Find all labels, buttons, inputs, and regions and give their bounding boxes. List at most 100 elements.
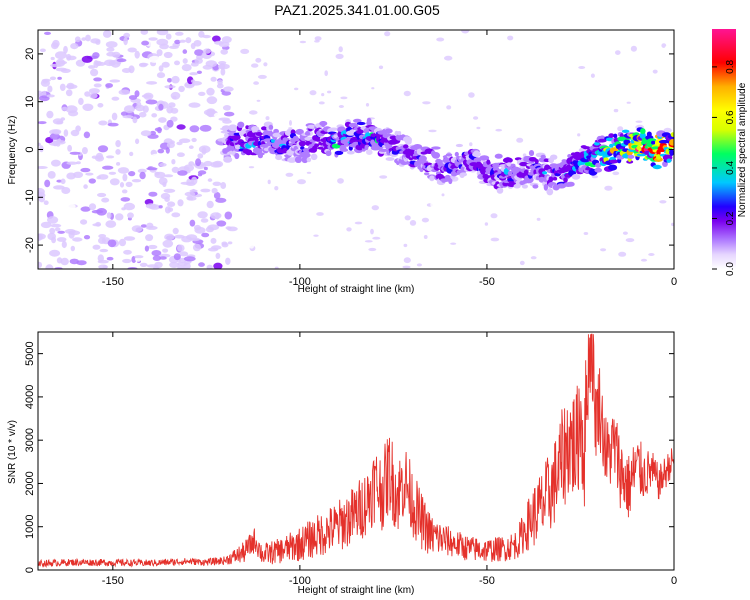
spectrogram-speckle bbox=[212, 181, 222, 186]
spectrogram-speckle bbox=[177, 199, 184, 207]
spectrogram-ridge-blob bbox=[251, 126, 260, 132]
spectrogram-ridge-blob bbox=[234, 152, 240, 160]
spectrogram-ridge-blob bbox=[507, 165, 512, 171]
spectrogram-ridge-blob bbox=[546, 188, 554, 196]
spectrogram-speckle bbox=[207, 224, 220, 231]
spectrogram-ridge-blob bbox=[454, 151, 459, 157]
spectrogram-ridge-blob bbox=[542, 171, 548, 175]
spectrogram-ridge-blob bbox=[431, 146, 441, 150]
spectrogram-speckle bbox=[122, 115, 134, 119]
spectrogram-speckle bbox=[635, 120, 643, 123]
spectrogram-ridge-blob bbox=[366, 117, 372, 125]
snr-y-tick-label: 2000 bbox=[24, 471, 36, 495]
spectrogram-speckle bbox=[76, 161, 81, 165]
spectrogram-speckle bbox=[123, 236, 136, 241]
spectrogram-speckle bbox=[65, 89, 73, 97]
spectrogram-speckle bbox=[93, 83, 102, 88]
spectrogram-speckle bbox=[175, 31, 184, 36]
spectrogram-speckle bbox=[110, 103, 118, 110]
spectrogram-speckle bbox=[222, 105, 232, 111]
spectrogram-speckle bbox=[182, 58, 188, 64]
spectrogram-speckle bbox=[290, 72, 296, 76]
spectrogram-speckle bbox=[89, 92, 98, 99]
spectrogram-speckle bbox=[183, 256, 196, 262]
spectrogram-speckle bbox=[189, 219, 196, 227]
spectrogram-ridge-blob bbox=[496, 187, 504, 194]
spectrogram-speckle bbox=[163, 188, 176, 193]
spectrogram-speckle bbox=[57, 76, 62, 80]
spectrogram-ridge-blob bbox=[414, 160, 424, 166]
snr-x-tick-label: -100 bbox=[289, 575, 311, 587]
spectrogram-speckle bbox=[107, 239, 117, 248]
spectrogram-speckle bbox=[158, 117, 167, 123]
spectrogram-speckle bbox=[98, 234, 107, 239]
spectrogram-speckle bbox=[125, 181, 133, 188]
spectrogram-speckle bbox=[118, 238, 127, 247]
spectrogram-ridge-blob bbox=[506, 162, 512, 167]
spectrogram-speckle bbox=[365, 103, 370, 107]
spectrogram-speckle bbox=[217, 79, 223, 86]
spectrogram-ridge-blob bbox=[543, 183, 549, 191]
spectrogram-ridge-blob bbox=[523, 169, 529, 175]
spectrogram-speckle bbox=[140, 130, 152, 137]
spectrogram-speckle bbox=[55, 51, 67, 60]
spectrogram-speckle bbox=[120, 197, 131, 202]
spectrogram-speckle bbox=[218, 61, 227, 65]
snr-x-tick-label: -50 bbox=[479, 575, 495, 587]
spectrogram-ridge-blob bbox=[257, 153, 263, 159]
spectrogram-speckle bbox=[44, 179, 51, 188]
spectrogram-speckle bbox=[659, 200, 667, 204]
spectrogram-speckle bbox=[43, 200, 49, 205]
spectrogram-speckle bbox=[56, 237, 67, 242]
spectrogram-speckle bbox=[170, 116, 178, 122]
spectrogram-speckle bbox=[165, 33, 172, 40]
spectrogram-ridge-blob bbox=[448, 177, 453, 185]
spectrogram-speckle bbox=[190, 42, 196, 50]
spectrogram-speckle bbox=[404, 215, 411, 221]
spectrogram-speckle bbox=[592, 248, 600, 252]
snr-series-line bbox=[37, 333, 675, 568]
spectrogram-speckle bbox=[197, 211, 208, 219]
spectrogram-speckle bbox=[652, 192, 662, 199]
spectrogram-x-axis-label: Height of straight line (km) bbox=[298, 284, 415, 295]
spectrogram-speckle bbox=[81, 147, 88, 155]
spectrogram-speckle bbox=[178, 85, 185, 93]
spectrogram-speckle bbox=[441, 193, 445, 197]
spectrogram-speckle bbox=[314, 40, 320, 43]
spectrogram-speckle bbox=[151, 250, 162, 257]
spectrogram-speckle bbox=[50, 56, 55, 61]
spectrogram-speckle bbox=[191, 79, 196, 83]
spectrogram-speckle bbox=[158, 205, 163, 209]
spectrogram-speckle bbox=[106, 155, 115, 159]
spectrogram-speckle bbox=[171, 166, 180, 173]
spectrogram-ridge-blob bbox=[550, 154, 558, 160]
spectrogram-speckle bbox=[205, 60, 217, 68]
spectrogram-speckle bbox=[128, 171, 136, 177]
spectrogram-speckle bbox=[45, 264, 54, 269]
spectrogram-speckle bbox=[248, 166, 255, 169]
spectrogram-speckle bbox=[263, 62, 268, 67]
spectrogram-speckle bbox=[146, 81, 158, 85]
spectrogram-speckle bbox=[370, 104, 375, 107]
spectrogram-speckle bbox=[644, 122, 648, 126]
spectrogram-speckle bbox=[164, 233, 175, 241]
spectrogram-speckle bbox=[403, 90, 411, 97]
spectrogram-speckle bbox=[181, 236, 193, 243]
spectrogram-speckle bbox=[222, 119, 232, 124]
spectrogram-speckle bbox=[47, 216, 59, 224]
spectrogram-speckle bbox=[327, 90, 332, 94]
snr-x-tick-label: 0 bbox=[671, 575, 677, 587]
spectrogram-speckle bbox=[176, 124, 186, 130]
spectrogram-ridge-blob bbox=[571, 173, 581, 180]
spectrogram-speckle bbox=[318, 101, 325, 105]
spectrogram-speckle bbox=[618, 251, 627, 257]
spectrogram-speckle bbox=[61, 106, 68, 111]
spectrogram-speckle bbox=[224, 111, 235, 117]
spectrogram-speckle bbox=[523, 201, 528, 205]
colorbar-tick-label: 0.0 bbox=[725, 262, 736, 276]
spectrogram-speckle bbox=[52, 129, 62, 135]
spectrogram-ridge-blob bbox=[609, 159, 619, 164]
spectrogram-speckle bbox=[423, 235, 428, 239]
spectrogram-speckle bbox=[164, 206, 171, 214]
spectrogram-speckle bbox=[84, 91, 91, 97]
